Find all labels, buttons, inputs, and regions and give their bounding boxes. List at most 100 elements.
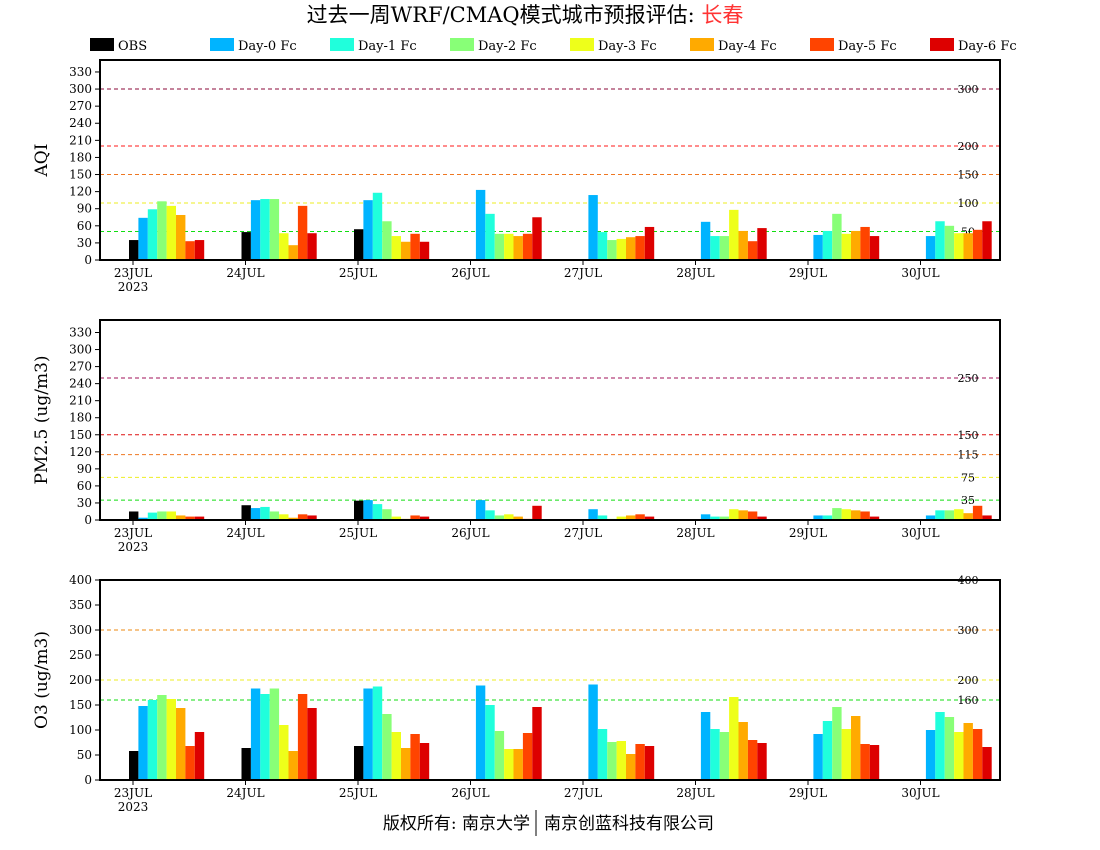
y-tick-label: 250: [69, 648, 92, 662]
bar-Day-6Fc-30JUL: [982, 221, 992, 260]
bar-Day-3Fc-23JUL: [166, 699, 176, 780]
bar-Day-5Fc-25JUL: [410, 233, 420, 260]
x-tick-label: 25JUL: [339, 526, 377, 540]
bar-Day-5Fc-27JUL: [635, 744, 645, 780]
y-tick-label: 270: [69, 360, 92, 374]
bar-Day-5Fc-30JUL: [972, 729, 983, 780]
x-tick-label: 28JUL: [676, 266, 714, 280]
bar-Day-3Fc-28JUL: [729, 697, 739, 780]
bar-Day-3Fc-29JUL: [841, 233, 851, 260]
bar-Day-3Fc-26JUL: [504, 233, 514, 260]
legend-label-6: Day-5 Fc: [838, 39, 897, 54]
y-tick-label: 180: [69, 411, 92, 425]
panels: 3002001501005003060901201501802102402703…: [32, 59, 1001, 814]
y-tick-label: 120: [69, 445, 92, 459]
y-tick-label: 350: [69, 598, 92, 612]
bar-Day-1Fc-24JUL: [260, 694, 270, 780]
x-tick-label: 23JUL: [114, 266, 152, 280]
bar-Day-4Fc-27JUL: [626, 754, 636, 780]
bar-Day-1Fc-30JUL: [935, 221, 945, 260]
bar-Day-3Fc-23JUL: [166, 511, 176, 520]
bar-Day-1Fc-23JUL: [147, 512, 158, 520]
bar-Day-3Fc-30JUL: [954, 509, 964, 520]
bar-Day-1Fc-25JUL: [372, 504, 383, 520]
bar-Day-6Fc-30JUL: [982, 515, 992, 520]
x-tick-label: 29JUL: [789, 526, 827, 540]
bar-Day-5Fc-30JUL: [972, 505, 983, 520]
y-tick-label: 240: [69, 377, 92, 391]
legend-swatch-1: [210, 38, 234, 51]
legend-swatch-3: [450, 38, 474, 51]
bar-Day-6Fc-27JUL: [644, 226, 655, 260]
x-tick-label: 29JUL: [789, 266, 827, 280]
bar-Day-4Fc-24JUL: [288, 517, 298, 520]
bar-Day-3Fc-24JUL: [279, 233, 289, 260]
legend-label-7: Day-6 Fc: [958, 39, 1017, 54]
legend-label-1: Day-0 Fc: [238, 39, 297, 54]
bar-Day-4Fc-29JUL: [851, 230, 861, 260]
bar-OBS-24JUL: [241, 505, 251, 520]
bar-Day-1Fc-28JUL: [710, 236, 720, 260]
bar-Day-0Fc-29JUL: [813, 734, 823, 780]
bar-OBS-25JUL: [354, 229, 364, 260]
legend-swatch-7: [930, 38, 954, 51]
bar-Day-2Fc-28JUL: [719, 516, 730, 520]
bar-Day-5Fc-30JUL: [972, 229, 983, 260]
y-tick-label: 300: [69, 343, 92, 357]
bar-Day-4Fc-25JUL: [401, 241, 411, 260]
bar-Day-4Fc-30JUL: [963, 233, 973, 260]
bar-Day-1Fc-24JUL: [260, 506, 270, 520]
bar-OBS-25JUL: [354, 500, 364, 520]
legend: OBS Day-0 Fc Day-1 Fc Day-2 Fc Day-3 Fc Day-4…: [90, 38, 1017, 54]
y-tick-label: 150: [69, 428, 92, 442]
x-tick-label: 25JUL: [339, 266, 377, 280]
bar-Day-0Fc-23JUL: [138, 217, 148, 260]
chart-title: 过去一周WRF/CMAQ模式城市预报评估: 长春: [307, 3, 744, 27]
bar-Day-3Fc-30JUL: [954, 233, 964, 260]
bar-Day-6Fc-29JUL: [869, 516, 880, 520]
bar-Day-4Fc-26JUL: [513, 236, 523, 260]
bar-Day-0Fc-24JUL: [250, 688, 261, 780]
bar-Day-5Fc-26JUL: [522, 233, 533, 260]
bar-Day-6Fc-30JUL: [982, 747, 992, 780]
y-tick-label: 210: [69, 394, 92, 408]
x-tick-label: 30JUL: [901, 266, 939, 280]
bar-Day-0Fc-30JUL: [925, 730, 936, 780]
bar-Day-3Fc-24JUL: [279, 514, 289, 520]
y-tick-label: 400: [69, 573, 92, 587]
panel-0: 3002001501005003060901201501802102402703…: [32, 59, 1001, 294]
x-tick-label: 27JUL: [564, 266, 602, 280]
bar-Day-5Fc-23JUL: [185, 516, 195, 520]
bar-Day-1Fc-25JUL: [372, 686, 383, 780]
y-tick-label: 330: [69, 65, 92, 79]
bar-Day-2Fc-29JUL: [832, 707, 842, 780]
x-tick-label: 28JUL: [676, 786, 714, 800]
bar-Day-2Fc-30JUL: [944, 717, 955, 780]
bar-Day-3Fc-27JUL: [616, 741, 626, 780]
bar-Day-0Fc-28JUL: [700, 712, 711, 780]
bar-Day-1Fc-30JUL: [935, 510, 945, 520]
bar-Day-2Fc-26JUL: [494, 731, 505, 780]
y-tick-label: 180: [69, 150, 92, 164]
y-tick-label: 210: [69, 133, 92, 147]
bar-Day-3Fc-26JUL: [504, 749, 514, 780]
y-tick-label: 240: [69, 116, 92, 130]
bar-Day-1Fc-29JUL: [822, 721, 833, 780]
bar-Day-1Fc-29JUL: [822, 515, 833, 520]
y-tick-label: 0: [84, 253, 92, 267]
bar-OBS-23JUL: [129, 751, 139, 780]
bar-Day-2Fc-27JUL: [607, 742, 617, 780]
x-year-label: 2023: [118, 540, 149, 554]
y-tick-label: 90: [77, 462, 92, 476]
bar-Day-0Fc-25JUL: [363, 500, 373, 520]
bar-Day-6Fc-24JUL: [307, 708, 317, 780]
plot-frame: [99, 59, 1001, 261]
x-tick-label: 28JUL: [676, 526, 714, 540]
legend-swatch-2: [330, 38, 354, 51]
bar-Day-4Fc-23JUL: [176, 708, 186, 780]
y-tick-label: 30: [77, 236, 92, 250]
bar-Day-1Fc-26JUL: [485, 213, 495, 260]
bar-Day-1Fc-23JUL: [147, 209, 158, 260]
bar-Day-3Fc-28JUL: [729, 209, 739, 260]
